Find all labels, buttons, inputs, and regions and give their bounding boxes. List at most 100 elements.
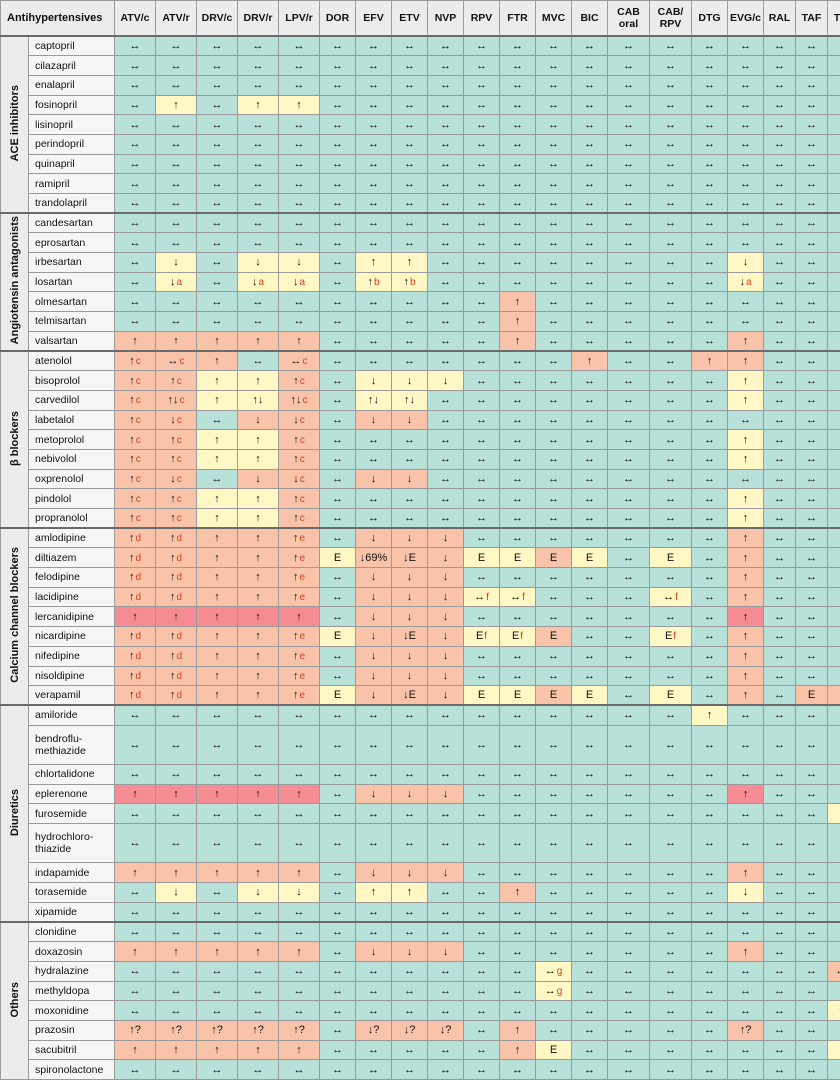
interaction-cell: ↔ bbox=[828, 95, 840, 115]
interaction-cell: ↔ bbox=[828, 253, 840, 273]
interaction-cell: ↑e bbox=[279, 627, 320, 647]
interaction-cell: ↔ bbox=[572, 922, 608, 942]
interaction-cell: ↔ bbox=[764, 568, 796, 588]
column-header: BIC bbox=[572, 1, 608, 37]
interaction-cell: ↔ bbox=[650, 253, 692, 273]
interaction-cell: ↑ bbox=[197, 449, 238, 469]
interaction-cell: ↔ bbox=[464, 430, 500, 450]
interaction-cell: ↔ bbox=[197, 95, 238, 115]
column-header: CAB/ RPV bbox=[650, 1, 692, 37]
interaction-cell: ↔ bbox=[728, 922, 764, 942]
interaction-cell: ↔ bbox=[238, 351, 279, 371]
column-header: ETV bbox=[392, 1, 428, 37]
interaction-cell: ↔ bbox=[608, 725, 650, 764]
footnote-marker: c bbox=[136, 513, 141, 524]
column-header: LPV/r bbox=[279, 1, 320, 37]
interaction-cell: ↔ bbox=[197, 410, 238, 430]
interaction-cell: ↑d bbox=[115, 528, 156, 548]
interaction-cell: ↔ bbox=[392, 351, 428, 371]
footnote-marker: e bbox=[299, 533, 305, 544]
footnote-marker: f bbox=[673, 631, 676, 642]
interaction-cell: ↔ bbox=[650, 469, 692, 489]
interaction-cell: ↓ bbox=[238, 883, 279, 903]
interaction-cell: ↔ bbox=[764, 981, 796, 1001]
interaction-cell: ↔ bbox=[796, 1040, 828, 1060]
interaction-cell: ↔ bbox=[279, 725, 320, 764]
interaction-cell: ↔ bbox=[828, 824, 840, 863]
interaction-cell: ↔ bbox=[572, 804, 608, 824]
interaction-cell: ↔ bbox=[279, 922, 320, 942]
interaction-cell: ↔ bbox=[764, 1020, 796, 1040]
interaction-cell: ↑? bbox=[115, 1020, 156, 1040]
table-row: olmesartan↔↔↔↔↔↔↔↔↔↔↑↔↔↔↔↔↔↔↔↔ bbox=[1, 292, 840, 312]
table-row: metoprolol↑c↑c↑↑↑c↔↔↔↔↔↔↔↔↔↔↔↑↔↔↔ bbox=[1, 430, 840, 450]
interaction-cell: ↔ bbox=[608, 784, 650, 804]
drug-name: labetalol bbox=[29, 410, 115, 430]
table-row: irbesartan↔↓↔↓↓↔↑↑↔↔↔↔↔↔↔↔↓↔↔↔ bbox=[1, 253, 840, 273]
interaction-cell: ↔ bbox=[356, 194, 392, 214]
interaction-cell: ↑↓ bbox=[392, 390, 428, 410]
interaction-cell: ↔ bbox=[608, 509, 650, 529]
interaction-cell: ↔ bbox=[500, 942, 536, 962]
interaction-cell: ↑ bbox=[728, 942, 764, 962]
interaction-cell: ↓ bbox=[356, 646, 392, 666]
interaction-cell: ↓? bbox=[356, 1020, 392, 1040]
interaction-cell: ↑ bbox=[728, 607, 764, 627]
interaction-cell: ↔ bbox=[828, 666, 840, 686]
interaction-cell: ↔ bbox=[115, 981, 156, 1001]
footnote-marker: c bbox=[136, 376, 141, 387]
interaction-cell: ↑ bbox=[238, 646, 279, 666]
interaction-cell: ↔ bbox=[796, 1001, 828, 1021]
interaction-cell: ↔ bbox=[764, 922, 796, 942]
footnote-marker: c bbox=[136, 415, 141, 426]
interaction-cell: ↔ bbox=[500, 134, 536, 154]
interaction-cell: ↓ bbox=[356, 469, 392, 489]
interaction-cell: ↔ bbox=[464, 371, 500, 391]
interaction-cell: ↔ bbox=[238, 824, 279, 863]
footnote-marker: d bbox=[135, 533, 141, 544]
interaction-cell: ↔ bbox=[764, 1060, 796, 1080]
drug-name: nifedipine bbox=[29, 646, 115, 666]
interaction-cell: ↔ bbox=[320, 174, 356, 194]
interaction-cell: ↔ bbox=[156, 75, 197, 95]
interaction-cell: ↔ bbox=[796, 509, 828, 529]
interaction-cell: ↓ bbox=[392, 666, 428, 686]
interaction-cell: ↔ bbox=[572, 666, 608, 686]
interaction-cell: ↔ bbox=[608, 981, 650, 1001]
interaction-cell: ↑e bbox=[279, 587, 320, 607]
interaction-cell: ↔ bbox=[692, 568, 728, 588]
interaction-cell: ↔ bbox=[392, 449, 428, 469]
interaction-cell: ↔ bbox=[428, 981, 464, 1001]
interaction-cell: ↔ bbox=[197, 469, 238, 489]
interaction-cell: ↔ bbox=[500, 213, 536, 233]
interaction-cell: ↔ bbox=[692, 272, 728, 292]
table-row: indapamide↑↑↑↑↑↔↓↓↓↔↔↔↔↔↔↔↑↔↔↔ bbox=[1, 863, 840, 883]
interaction-cell: ↔ bbox=[572, 272, 608, 292]
interaction-cell: ↔ bbox=[796, 449, 828, 469]
interaction-cell: ↔ bbox=[608, 115, 650, 135]
interaction-cell: ↔ bbox=[796, 1020, 828, 1040]
interaction-cell: ↔ bbox=[392, 194, 428, 214]
interaction-cell: ↔ bbox=[764, 56, 796, 76]
interaction-cell: ↔ bbox=[320, 764, 356, 784]
interaction-cell: ↔ bbox=[197, 75, 238, 95]
footnote-marker: d bbox=[176, 572, 182, 583]
interaction-cell: ↔c bbox=[279, 351, 320, 371]
footnote-marker: e bbox=[299, 690, 305, 701]
interaction-cell: ↔ bbox=[796, 233, 828, 253]
interaction-cell: E bbox=[320, 627, 356, 647]
interaction-cell: ↔ bbox=[608, 56, 650, 76]
interaction-cell: ↔ bbox=[320, 390, 356, 410]
interaction-cell: ↑ bbox=[238, 587, 279, 607]
interaction-cell: ↔ bbox=[828, 312, 840, 332]
interaction-cell: ↔ bbox=[572, 942, 608, 962]
interaction-cell: ↔ bbox=[238, 36, 279, 56]
interaction-cell: ↓ bbox=[392, 646, 428, 666]
interaction-cell: ↔ bbox=[500, 509, 536, 529]
interaction-cell: ↔ bbox=[828, 430, 840, 450]
interaction-cell: ↔ bbox=[156, 194, 197, 214]
interaction-cell: ↑ bbox=[238, 666, 279, 686]
interaction-cell: ↔ bbox=[197, 134, 238, 154]
drug-name: atenolol bbox=[29, 351, 115, 371]
interaction-cell: ↔ bbox=[356, 115, 392, 135]
